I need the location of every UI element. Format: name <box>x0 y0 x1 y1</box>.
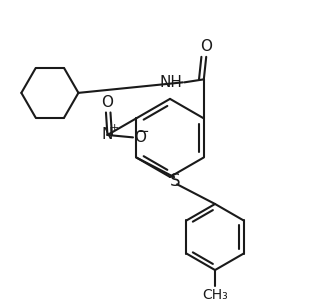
Text: S: S <box>170 172 181 190</box>
Text: −: − <box>136 124 149 139</box>
Text: O: O <box>200 39 212 55</box>
Text: O: O <box>101 95 113 110</box>
Text: O: O <box>134 130 147 145</box>
Text: CH₃: CH₃ <box>202 288 228 302</box>
Text: N: N <box>102 128 113 143</box>
Text: NH: NH <box>159 75 182 90</box>
Text: +: + <box>109 124 119 133</box>
